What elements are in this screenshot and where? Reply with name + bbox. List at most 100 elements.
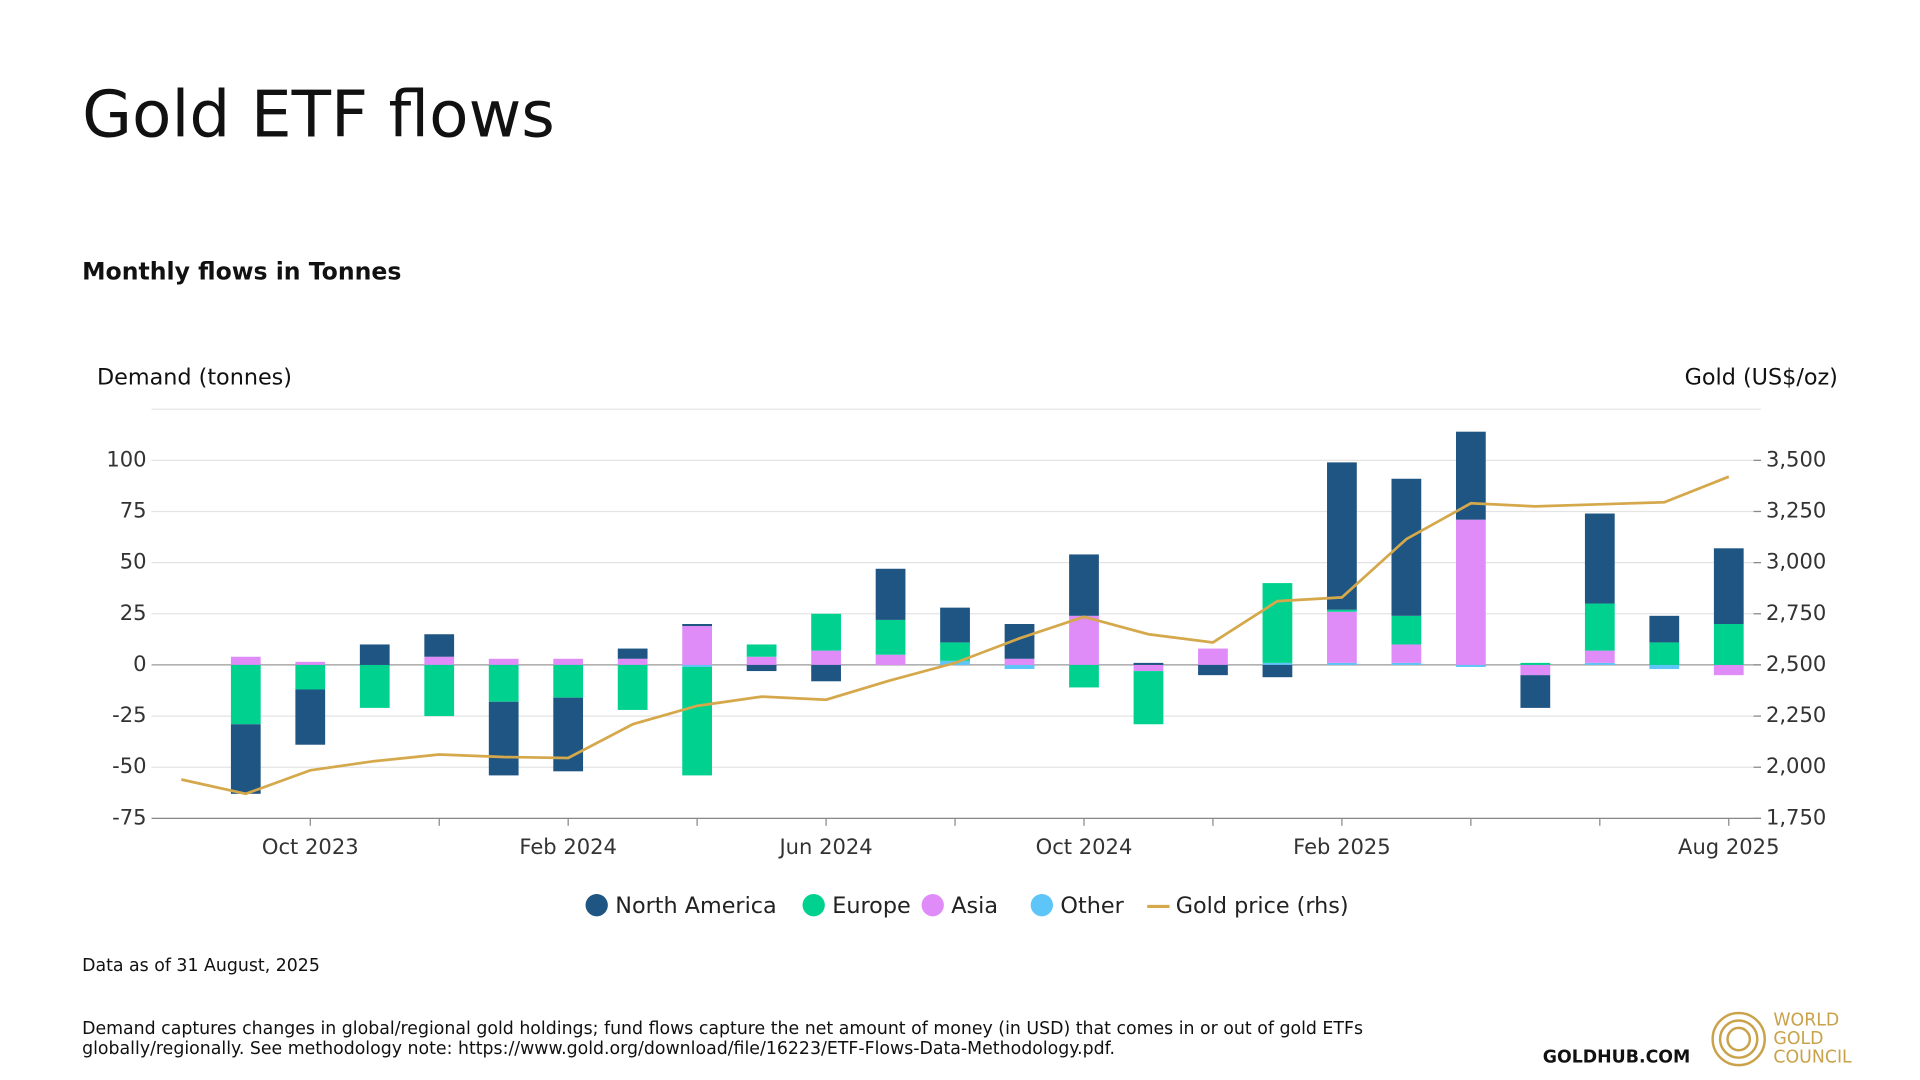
footnote: Demand captures changes in global/region… — [82, 1019, 1363, 1039]
bar-segment — [682, 666, 713, 776]
bar-segment — [1004, 658, 1035, 665]
bar-segment — [230, 664, 261, 725]
bar-segment — [746, 644, 777, 657]
note: Data as of 31 August, 2025 — [82, 956, 320, 976]
y-tick-label: 50 — [120, 549, 147, 574]
bar-segment — [682, 624, 713, 627]
y2-tick-label: 2,750 — [1766, 600, 1826, 625]
bar-segment — [1713, 664, 1744, 676]
bar-segment — [1455, 519, 1486, 665]
x-tick-label: Feb 2025 — [1293, 834, 1391, 859]
bar-segment — [811, 650, 841, 665]
bar-segment — [1520, 662, 1551, 665]
y-tick-label: 25 — [120, 600, 147, 625]
bar-segment — [1520, 664, 1551, 676]
x-tick-label: Oct 2023 — [262, 834, 359, 859]
bar-segment — [1069, 615, 1099, 665]
legend-swatch — [585, 894, 608, 917]
bar-segment — [1198, 664, 1228, 676]
bar-segment — [940, 642, 970, 661]
y-tick-label: -50 — [112, 753, 146, 778]
bar-segment — [1391, 644, 1422, 663]
bar-segment — [1391, 662, 1422, 665]
y2-tick-label: 2,000 — [1766, 753, 1826, 778]
bar-segment — [746, 656, 777, 665]
bar-segment — [1198, 648, 1228, 665]
bar-segment — [1262, 662, 1293, 665]
bar-segment — [1455, 431, 1486, 520]
y2-axis-label: Gold (US$/oz) — [1685, 365, 1838, 391]
bar-segment — [1133, 662, 1164, 665]
x-tick-label: Jun 2024 — [777, 834, 872, 859]
bar-segment — [875, 619, 906, 655]
x-tick-label: Feb 2024 — [519, 834, 617, 859]
bar-segment — [295, 689, 326, 745]
bar-segment — [746, 664, 777, 672]
price-line — [181, 475, 1730, 796]
bar-segment — [1327, 462, 1357, 610]
bar-segment — [682, 626, 713, 665]
bar-segment — [1262, 583, 1293, 663]
bar-segment — [682, 664, 713, 667]
bar-segment — [811, 613, 841, 651]
legend-label: Gold price (rhs) — [1176, 893, 1349, 919]
bar-segment — [1327, 609, 1357, 612]
bar-segment — [424, 634, 455, 657]
legend-label: North America — [615, 893, 776, 919]
logo-text: WORLD — [1773, 1010, 1839, 1030]
y-tick-label: -75 — [112, 804, 146, 829]
y-tick-label: 75 — [120, 497, 147, 522]
bar-segment — [1713, 624, 1744, 665]
bar-segment — [359, 644, 390, 665]
y2-tick-label: 3,000 — [1766, 549, 1826, 574]
bar-segment — [1004, 664, 1035, 670]
bar-segment — [553, 658, 584, 665]
bar-segment — [1391, 615, 1422, 645]
legend-swatch — [921, 894, 944, 917]
logo-text: COUNCIL — [1773, 1048, 1852, 1068]
bar-segment — [617, 658, 648, 665]
bar-segment — [230, 656, 261, 665]
bar-segment — [488, 664, 519, 702]
chart-subtitle: Monthly flows in Tonnes — [82, 257, 401, 285]
x-tick-label: Oct 2024 — [1036, 834, 1133, 859]
bar-segment — [1327, 662, 1357, 665]
logo — [1711, 1011, 1766, 1067]
bar-segment — [1520, 675, 1551, 708]
bar-segment — [875, 568, 906, 620]
y-tick-label: 0 — [133, 651, 146, 676]
y2-tick-label: 3,500 — [1766, 446, 1826, 471]
bar-segment — [1327, 611, 1357, 663]
bar-segment — [553, 664, 584, 698]
bar-segment — [424, 656, 455, 665]
y-tick-label: -25 — [112, 702, 146, 727]
legend-label: Asia — [951, 893, 998, 919]
y-tick-label: 100 — [106, 446, 146, 471]
bar-segment — [553, 697, 584, 772]
y2-tick-label: 2,500 — [1766, 651, 1826, 676]
bar-segment — [1584, 662, 1615, 665]
bar-segment — [1713, 548, 1744, 625]
y2-tick-label: 2,250 — [1766, 702, 1826, 727]
bar-segment — [617, 664, 648, 710]
legend-label: Europe — [832, 893, 910, 919]
bar-segment — [488, 658, 519, 665]
y-axis-label: Demand (tonnes) — [97, 365, 292, 391]
bar-segment — [295, 664, 326, 690]
bar-segment — [424, 664, 455, 717]
bar-segment — [617, 648, 648, 659]
bar-segment — [1584, 513, 1615, 604]
bar-segment — [1133, 664, 1164, 672]
bar-segment — [1649, 642, 1680, 665]
legend-swatch — [1030, 894, 1053, 917]
bar-segment — [295, 661, 326, 665]
legend-label: Other — [1060, 893, 1124, 919]
chart-title: Gold ETF flows — [82, 78, 555, 153]
bar-segment — [811, 664, 841, 682]
y2-tick-label: 3,250 — [1766, 497, 1826, 522]
logo-text: GOLD — [1773, 1029, 1823, 1049]
bar-segment — [1584, 603, 1615, 651]
x-tick-label: Aug 2025 — [1678, 834, 1779, 859]
